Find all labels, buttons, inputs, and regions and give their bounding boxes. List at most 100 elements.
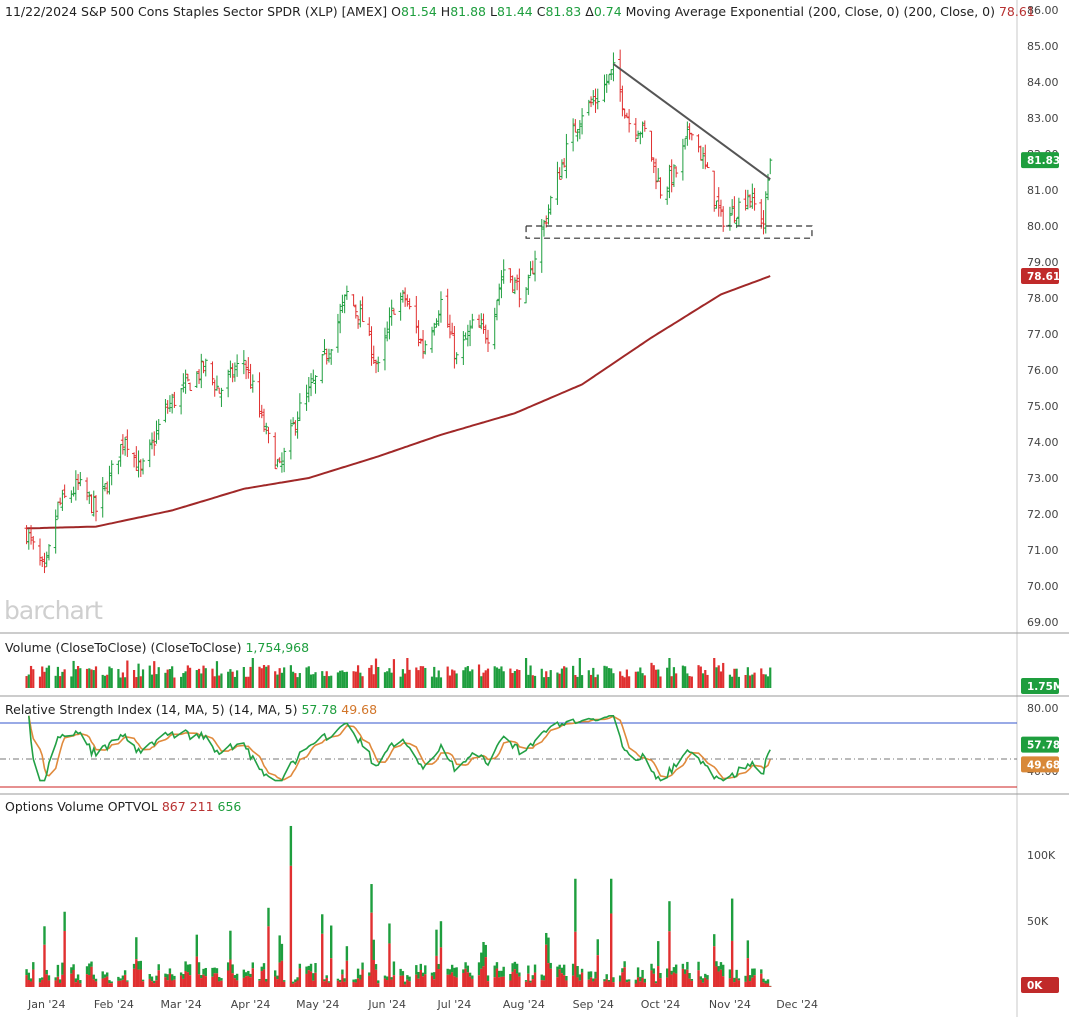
options-calls-bar: [608, 980, 610, 982]
volume-bar: [406, 658, 408, 688]
options-calls-bar: [502, 967, 504, 977]
options-puts-bar: [258, 981, 260, 987]
volume-bar: [243, 667, 245, 688]
price-tick-label: 83.00: [1027, 112, 1059, 125]
volume-bar: [653, 665, 655, 688]
options-calls-bar: [451, 965, 453, 973]
options-calls-bar: [440, 921, 442, 947]
options-puts-bar: [337, 981, 339, 987]
options-calls-bar: [357, 969, 359, 979]
options-puts-bar: [713, 946, 715, 987]
volume-bar: [61, 672, 63, 688]
volume-bar: [543, 677, 545, 688]
options-puts-bar: [106, 977, 108, 987]
x-tick-label: Aug '24: [503, 998, 545, 1011]
options-calls-bar: [684, 969, 686, 974]
ohlc-bar: [56, 502, 60, 520]
ohlc-bar: [40, 556, 44, 567]
options-puts-bar: [231, 973, 233, 987]
x-tick-label: Oct '24: [641, 998, 681, 1011]
options-puts-bar: [706, 980, 708, 987]
options-calls-bar: [267, 908, 269, 927]
ohlc-bar: [596, 89, 600, 110]
low-value: 81.44: [497, 4, 533, 19]
volume-bar: [283, 667, 285, 688]
options-calls-bar: [119, 978, 121, 980]
options-calls-bar: [292, 982, 294, 984]
options-calls-bar: [438, 964, 440, 969]
volume-bar: [603, 666, 605, 688]
options-puts-bar: [682, 969, 684, 987]
volume-bar: [762, 674, 764, 688]
options-puts-bar: [666, 978, 668, 987]
rsi-ma-value: 49.68: [341, 702, 377, 717]
x-tick-label: Dec '24: [776, 998, 818, 1011]
options-calls-bar: [487, 975, 489, 981]
options-calls-bar: [149, 974, 151, 979]
volume-bar: [120, 677, 122, 688]
ohlc-bar: [665, 187, 669, 205]
options-puts-bar: [704, 978, 706, 987]
volume-bar: [675, 673, 677, 688]
options-puts-bar: [556, 977, 558, 987]
options-calls-bar: [202, 969, 204, 975]
ohlc-bar: [264, 423, 268, 435]
options-calls-bar: [576, 966, 578, 977]
volume-bar: [155, 674, 157, 688]
resistance-trendline: [613, 64, 770, 179]
options-calls-bar: [529, 981, 531, 983]
options-calls-bar: [422, 973, 424, 977]
options-puts-bar: [173, 980, 175, 987]
volume-bar: [447, 667, 449, 688]
volume-bar: [722, 663, 724, 688]
options-puts-bar: [563, 975, 565, 987]
volume-bar: [377, 667, 379, 688]
options-calls-bar: [534, 965, 536, 973]
change-value: 0.74: [594, 4, 622, 19]
volume-bar: [308, 666, 310, 688]
volume-bar: [135, 677, 137, 688]
ohlc-bar: [376, 357, 380, 372]
ohlc-bar: [450, 323, 454, 335]
ohlc-bar: [499, 270, 503, 298]
options-puts-bar: [597, 955, 599, 987]
volume-bar: [769, 668, 771, 688]
rsi-title: Relative Strength Index (14, MA, 5): [5, 702, 225, 717]
options-calls-bar: [211, 968, 213, 977]
ohlc-bar: [401, 290, 405, 303]
options-calls-bar: [61, 963, 63, 975]
ohlc-bar: [305, 385, 309, 411]
volume-bar: [720, 671, 722, 688]
ohlc-bar: [670, 159, 674, 192]
volume-bar: [671, 676, 673, 688]
options-puts-bar: [75, 982, 77, 987]
options-calls-bar: [433, 972, 435, 979]
ohlc-bar: [228, 361, 232, 378]
options-calls-bar: [155, 976, 157, 981]
options-calls-bar: [124, 970, 126, 975]
options-puts-bar: [205, 976, 207, 987]
ohlc-bar: [74, 470, 78, 500]
options-puts-bar: [487, 981, 489, 987]
options-calls-bar: [749, 975, 751, 981]
options-puts-bar: [659, 978, 661, 987]
ohlc-bar: [546, 204, 550, 224]
options-calls-bar: [276, 976, 278, 980]
options-calls-bar: [180, 972, 182, 975]
volume-bar: [547, 677, 549, 688]
volume-bar: [738, 677, 740, 688]
volume-bar: [494, 666, 496, 688]
ohlc-bar: [320, 354, 324, 383]
rsi-params: (14, MA, 5): [229, 702, 298, 717]
volume-bar: [214, 676, 216, 688]
ohlc-bar: [231, 363, 235, 382]
volume-bar: [559, 674, 561, 688]
volume-panel-header: Volume (CloseToClose) (CloseToClose) 1,7…: [5, 640, 309, 656]
ohlc-bar: [421, 330, 425, 359]
options-calls-bar: [393, 961, 395, 975]
options-calls-bar: [545, 933, 547, 945]
options-puts-bar: [290, 866, 292, 987]
volume-bar: [471, 669, 473, 688]
price-panel-header: 11/22/2024 S&P 500 Cons Staples Sector S…: [5, 4, 1035, 20]
